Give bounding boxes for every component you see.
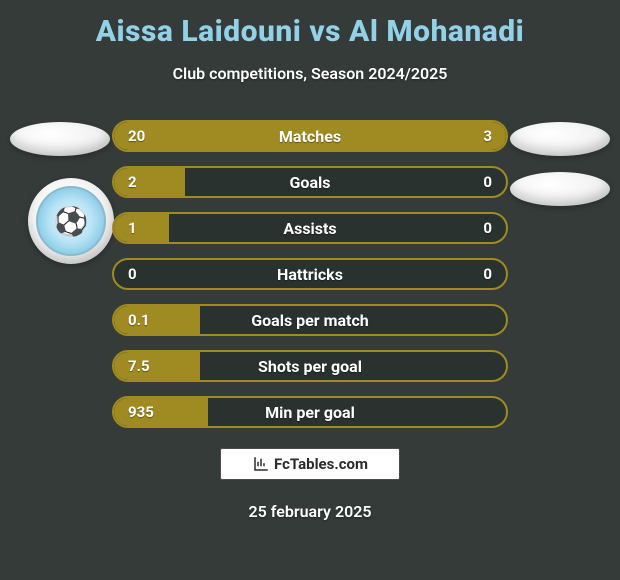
stats-container: 20Matches32Goals01Assists00Hattricks00.1… [112,120,508,428]
left-team-crest: ⚽ [28,178,114,264]
stat-row: 1Assists0 [112,212,508,244]
stat-label: Goals [184,173,436,192]
stat-value-left: 0.1 [114,311,184,329]
stat-label: Assists [184,219,436,238]
right-team-badge-2 [510,172,610,206]
vs-separator: vs [301,14,349,49]
stat-value-left: 7.5 [114,357,184,375]
stat-row: 0.1Goals per match [112,304,508,336]
left-team-badge-small [10,122,110,156]
stat-value-left: 935 [114,403,184,421]
stat-value-right: 0 [436,265,506,283]
stat-value-right: 0 [436,219,506,237]
stat-label: Hattricks [184,265,436,284]
subtitle: Club competitions, Season 2024/2025 [0,64,620,83]
stat-value-left: 20 [114,127,184,145]
stat-label: Goals per match [184,311,436,330]
stat-value-right: 3 [436,127,506,145]
date: 25 february 2025 [0,502,620,521]
chart-icon [252,455,270,473]
player-right-name: Al Mohanadi [349,14,524,49]
stat-label: Shots per goal [184,357,436,376]
stat-label: Matches [184,127,436,146]
stat-value-right: 0 [436,173,506,191]
stat-row: 0Hattricks0 [112,258,508,290]
brand-label: FcTables.com [274,455,368,473]
player-left-name: Aissa Laidouni [96,14,302,49]
stat-row: 2Goals0 [112,166,508,198]
crest-icon: ⚽ [36,186,106,256]
stat-row: 935Min per goal [112,396,508,428]
right-team-badge-1 [510,122,610,156]
stat-row: 20Matches3 [112,120,508,152]
stat-value-left: 2 [114,173,184,191]
stat-value-left: 1 [114,219,184,237]
stat-row: 7.5Shots per goal [112,350,508,382]
brand-badge[interactable]: FcTables.com [220,448,400,480]
stat-value-left: 0 [114,265,184,283]
page-title: Aissa Laidouni vs Al Mohanadi [0,14,620,49]
stat-label: Min per goal [184,403,436,422]
